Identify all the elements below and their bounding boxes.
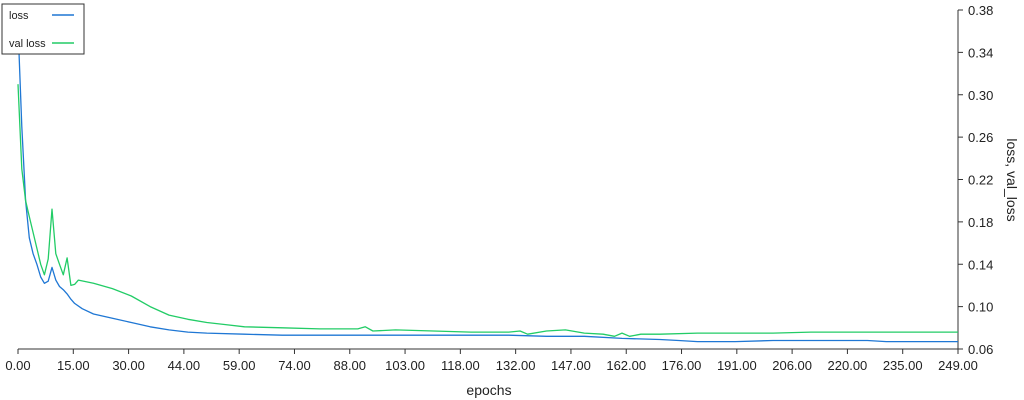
- x-tick-label: 74.00: [278, 358, 311, 373]
- legend: loss val loss: [1, 3, 85, 55]
- y-tick-label: 0.22: [968, 173, 993, 188]
- plot-area: 0.00 15.00 30.00 44.00 59.00 74.00 88.00 103.00…: [5, 3, 993, 373]
- series-lines: [17, 25, 958, 343]
- x-tick-label: 206.00: [772, 358, 812, 373]
- x-tick-label: 44.00: [168, 358, 201, 373]
- legend-box: [1, 3, 85, 55]
- y-tick-label: 0.10: [968, 300, 993, 315]
- x-tick-label: 59.00: [223, 358, 256, 373]
- y-tick-label: 0.30: [968, 88, 993, 103]
- x-tick-label: 103.00: [385, 358, 425, 373]
- series-line-val-loss: [17, 84, 958, 337]
- x-tick-label: 235.00: [883, 358, 923, 373]
- legend-label-loss: loss: [9, 10, 29, 22]
- x-tick-label: 15.00: [57, 358, 90, 373]
- x-tick-label: 118.00: [441, 358, 480, 373]
- x-tick-label: 30.00: [112, 358, 145, 373]
- y-tick-label: 0.14: [968, 257, 993, 272]
- y-tick-label: 0.34: [968, 45, 993, 60]
- legend-label-val-loss: val loss: [9, 38, 46, 50]
- x-axis-ticks: 0.00 15.00 30.00 44.00 59.00 74.00 88.00 103.00…: [5, 349, 978, 373]
- x-tick-label: 162.00: [606, 358, 646, 373]
- x-tick-label: 0.00: [5, 358, 30, 373]
- y-tick-label: 0.18: [968, 215, 993, 230]
- x-axis-title: epochs: [466, 382, 511, 398]
- y-tick-label: 0.26: [968, 130, 993, 145]
- y-tick-label: 0.38: [968, 3, 993, 18]
- series-line-loss: [17, 25, 958, 343]
- x-tick-label: 249.00: [938, 358, 978, 373]
- y-tick-label: 0.06: [968, 342, 993, 357]
- x-tick-label: 88.00: [333, 358, 366, 373]
- x-tick-label: 191.00: [717, 358, 757, 373]
- x-tick-label: 132.00: [496, 358, 536, 373]
- y-axis-title: loss, val_loss: [1004, 138, 1020, 221]
- x-tick-label: 220.00: [828, 358, 868, 373]
- y-axis-ticks: 0.06 0.10 0.14 0.18 0.22 0.26 0.30 0.34 0.38: [958, 3, 993, 357]
- x-tick-label: 147.00: [551, 358, 591, 373]
- x-tick-label: 176.00: [662, 358, 702, 373]
